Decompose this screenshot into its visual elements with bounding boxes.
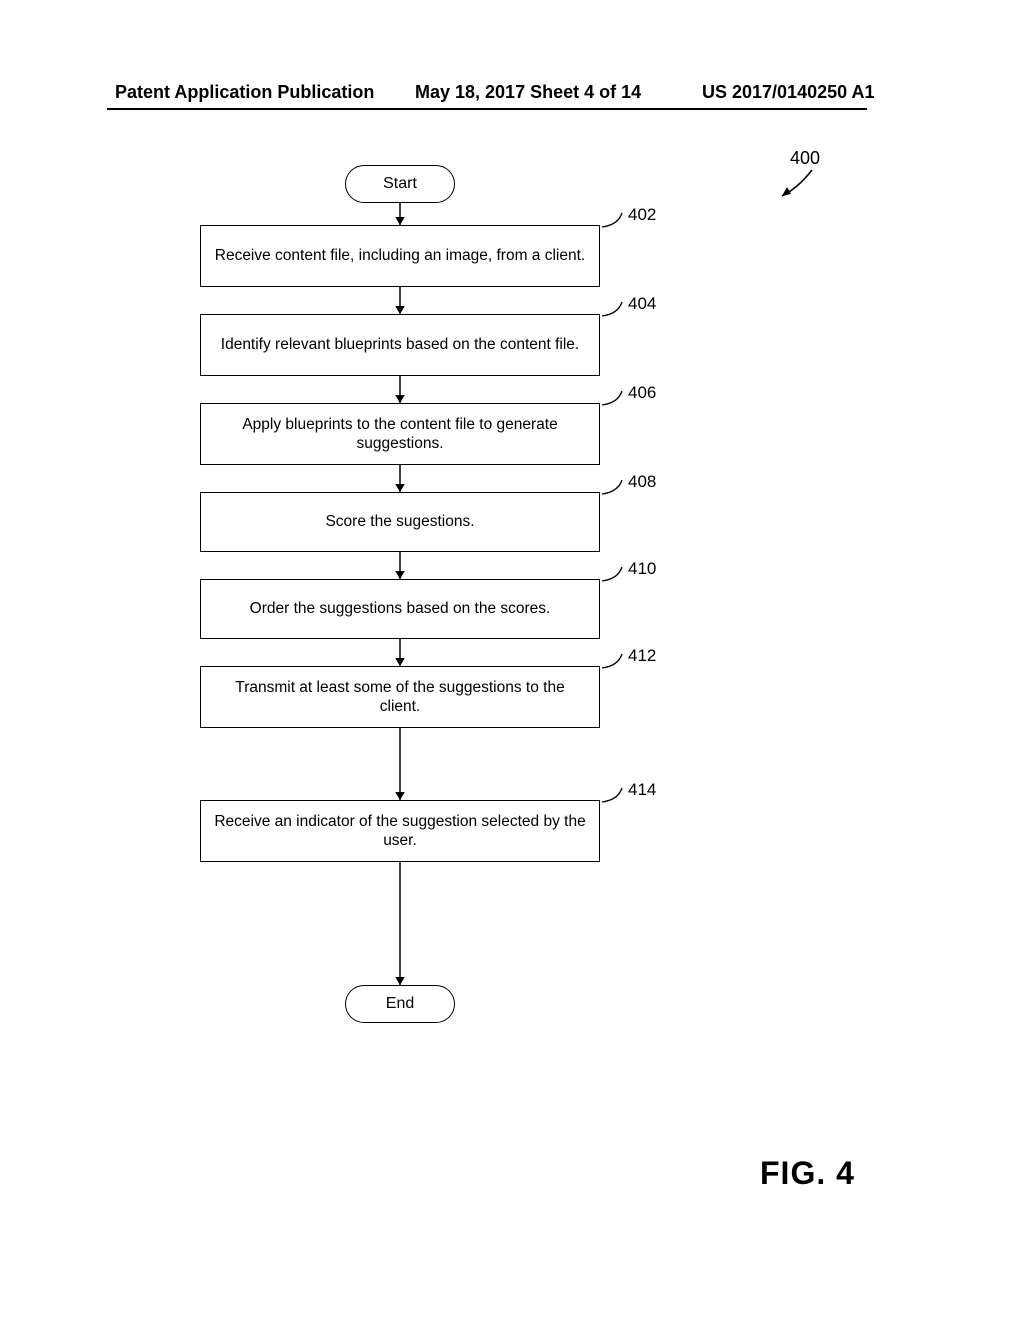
diagram-ref-400: 400	[790, 148, 820, 169]
ref-label-408: 408	[628, 472, 656, 492]
ref-label-406: 406	[628, 383, 656, 403]
process-step-412: Transmit at least some of the suggestion…	[200, 666, 600, 728]
process-step-404: Identify relevant blueprints based on th…	[200, 314, 600, 376]
process-step-406: Apply blueprints to the content file to …	[200, 403, 600, 465]
process-step-402: Receive content file, including an image…	[200, 225, 600, 287]
ref-label-404: 404	[628, 294, 656, 314]
ref-label-402: 402	[628, 205, 656, 225]
process-step-414: Receive an indicator of the suggestion s…	[200, 800, 600, 862]
ref-label-412: 412	[628, 646, 656, 666]
header-publication: Patent Application Publication	[115, 82, 374, 103]
ref-label-410: 410	[628, 559, 656, 579]
header-patent-number: US 2017/0140250 A1	[702, 82, 874, 103]
process-step-408: Score the sugestions.	[200, 492, 600, 552]
header-rule	[107, 108, 867, 110]
header-date-sheet: May 18, 2017 Sheet 4 of 14	[415, 82, 641, 103]
process-step-410: Order the suggestions based on the score…	[200, 579, 600, 639]
figure-label: FIG. 4	[760, 1155, 855, 1192]
page: Patent Application Publication May 18, 2…	[0, 0, 1024, 1320]
terminal-end: End	[345, 985, 455, 1023]
terminal-start: Start	[345, 165, 455, 203]
ref-label-414: 414	[628, 780, 656, 800]
